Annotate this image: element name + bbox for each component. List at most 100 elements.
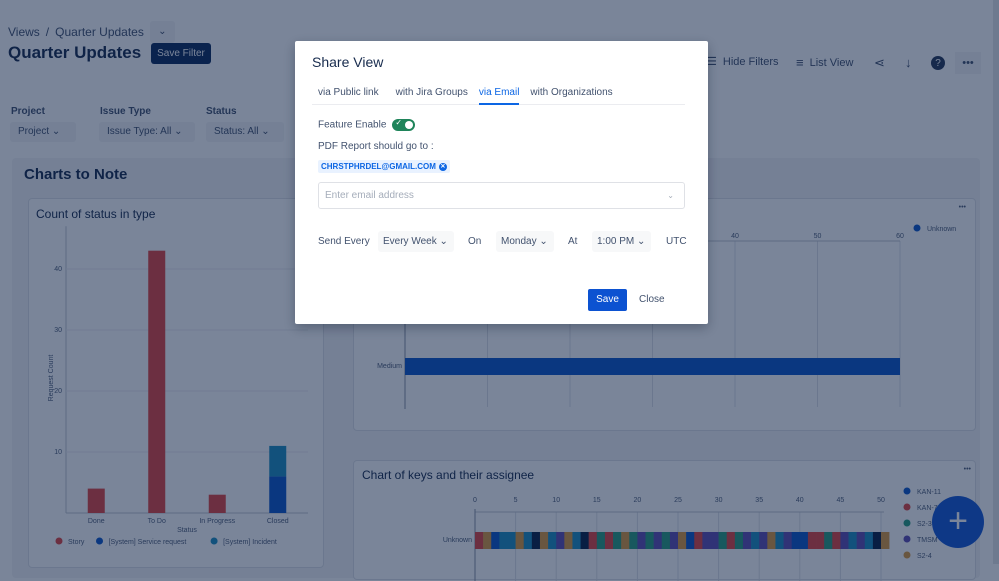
scrollbar[interactable]	[993, 0, 999, 564]
share-tabs: via Public link with Jira Groups via Ema…	[312, 87, 685, 105]
bar-segment	[775, 532, 784, 549]
share-icon[interactable]: ⋖	[874, 55, 885, 70]
filter-label-status: Status	[206, 106, 237, 117]
pdf-label: PDF Report should go to :	[318, 141, 434, 152]
x-tick-label: 15	[593, 497, 601, 504]
status-select[interactable]: Status: All ⌄	[206, 122, 284, 142]
bar-segment	[572, 532, 581, 549]
bar-segment	[856, 532, 866, 549]
save-filter-button[interactable]: Save Filter	[151, 43, 211, 64]
project-select[interactable]: Project ⌄	[10, 122, 76, 142]
bar-segment	[556, 532, 565, 549]
bar-segment	[613, 532, 622, 549]
x-axis-title: Status	[177, 527, 197, 534]
legend-marker	[55, 537, 63, 545]
bar-segment	[734, 532, 744, 549]
hide-filters-button[interactable]: ☰ Hide Filters	[707, 55, 779, 69]
bar	[269, 476, 287, 513]
x-tick-label: 40	[796, 497, 804, 504]
x-tick-label: Done	[88, 518, 105, 525]
bar-segment	[742, 532, 752, 549]
filter-icon: ☰	[707, 56, 717, 68]
bar-segment	[686, 532, 695, 549]
timezone-label: UTC	[666, 236, 687, 247]
bar-segment	[726, 532, 736, 549]
legend-label: TMSM	[917, 537, 938, 544]
bar-segment	[588, 532, 598, 549]
x-tick-label: In Progress	[199, 518, 235, 525]
download-icon[interactable]: ↓	[905, 55, 912, 70]
tab-jira-groups[interactable]: with Jira Groups	[395, 87, 468, 98]
legend-label: [System] Incident	[223, 539, 277, 546]
feature-toggle[interactable]: ✓	[392, 118, 416, 131]
legend-label: KAN-11	[917, 489, 941, 496]
more-icon[interactable]: •••	[955, 52, 981, 74]
breadcrumb-current[interactable]: Quarter Updates	[55, 25, 144, 39]
y-tick-label: Unknown	[443, 537, 472, 544]
bar-segment	[864, 532, 874, 549]
legend-marker	[903, 487, 911, 495]
bar-segment	[580, 532, 589, 549]
recipient-chip: CHRSTPHRDEL@GMAIL.COM ✕	[318, 160, 450, 173]
legend-marker	[913, 224, 921, 232]
remove-icon[interactable]: ✕	[438, 162, 447, 171]
bar-segment	[694, 532, 703, 549]
bar-segment	[718, 532, 728, 549]
bar-segment	[604, 532, 614, 549]
bar-segment	[637, 532, 646, 549]
bar-segment	[645, 532, 654, 549]
bar-segment	[710, 532, 719, 549]
tab-email[interactable]: via Email	[478, 87, 520, 105]
bar-segment	[751, 532, 760, 549]
email-input[interactable]: Enter email address ⌄	[318, 182, 685, 209]
share-view-modal: Share View via Public link with Jira Gro…	[295, 41, 708, 324]
send-every-label: Send Every	[318, 236, 370, 247]
close-button[interactable]: Close	[639, 294, 665, 305]
legend-marker	[903, 551, 911, 559]
bar-segment	[840, 532, 849, 549]
bar-segment	[653, 532, 663, 549]
help-icon[interactable]: ?	[931, 56, 945, 70]
tab-public-link[interactable]: via Public link	[318, 87, 379, 98]
legend-label: KAN-7	[917, 505, 938, 512]
bar	[87, 488, 105, 513]
y-tick-label: 10	[54, 449, 62, 456]
x-tick-label: 30	[715, 497, 723, 504]
bar-segment	[491, 532, 500, 549]
plus-icon: +	[948, 502, 968, 540]
save-button[interactable]: Save	[588, 289, 627, 311]
x-tick-label: 50	[877, 497, 885, 504]
list-view-button[interactable]: ≡ List View	[796, 55, 854, 70]
bar	[269, 445, 287, 477]
legend-marker	[903, 535, 911, 543]
day-select[interactable]: Monday ⌄	[496, 231, 554, 252]
chart-card-status: 10 20 30 40 Done To Do In Progress Closed Status…	[28, 198, 324, 568]
add-button[interactable]: +	[932, 496, 984, 548]
x-tick-label: 25	[674, 497, 682, 504]
bar-segment	[678, 532, 687, 549]
chart-card-keys: 0 5 10 15 20 25 30 35 40 45 50 Unknown KAN-11 KAN-7 S2…	[353, 460, 976, 581]
time-select[interactable]: 1:00 PM ⌄	[592, 231, 651, 252]
breadcrumb-views[interactable]: Views	[8, 25, 40, 39]
bar	[405, 358, 900, 375]
bar-segment	[548, 532, 557, 549]
bar-segment	[669, 532, 679, 549]
frequency-select[interactable]: Every Week ⌄	[378, 231, 454, 252]
legend-label: [System] Service request	[109, 539, 187, 546]
breadcrumb: Views / Quarter Updates ⌄	[8, 21, 175, 43]
chevron-down-icon[interactable]: ⌄	[149, 21, 175, 43]
bar-segment	[807, 532, 817, 549]
x-tick-label: 35	[755, 497, 763, 504]
y-tick-label: 40	[54, 266, 62, 273]
legend-label: Unknown	[927, 226, 956, 233]
x-tick-label: 20	[634, 497, 642, 504]
legend-label: S2-4	[917, 553, 932, 560]
filter-label-project: Project	[11, 106, 45, 117]
filter-label-issue-type: Issue Type	[100, 106, 151, 117]
bar-segment	[483, 532, 492, 549]
tab-organizations[interactable]: with Organizations	[530, 87, 613, 98]
bar-segment	[661, 532, 671, 549]
issue-type-select[interactable]: Issue Type: All ⌄	[99, 122, 195, 142]
status-chart: 10 20 30 40 Done To Do In Progress Closed Status…	[48, 226, 308, 546]
bar-segment	[515, 532, 525, 549]
